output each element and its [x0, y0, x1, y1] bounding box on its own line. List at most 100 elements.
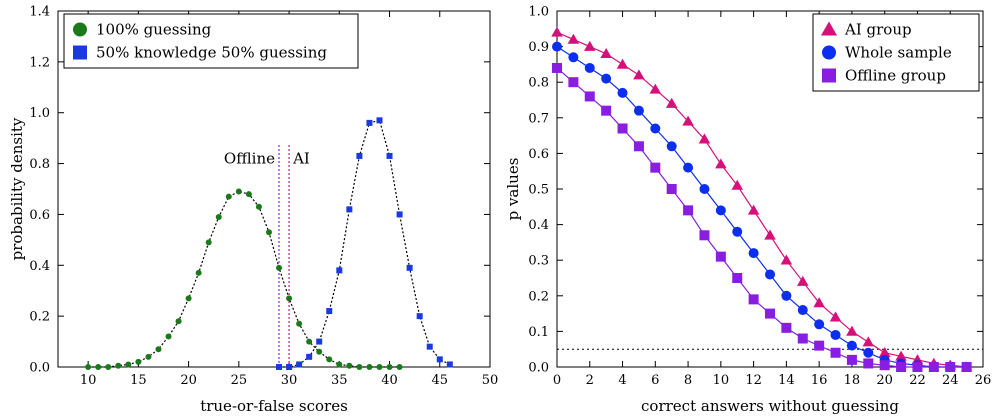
data-point	[165, 333, 172, 340]
data-point	[797, 305, 808, 316]
plot-frame	[57, 10, 491, 368]
data-point	[748, 248, 759, 259]
data-point	[814, 319, 825, 330]
data-point	[276, 264, 283, 271]
data-point	[633, 141, 644, 152]
x-tick-label: 30	[281, 373, 298, 388]
data-point	[568, 52, 579, 63]
data-point	[436, 356, 443, 363]
data-point	[584, 62, 595, 73]
x-tick-label: 16	[811, 373, 828, 388]
data-point	[446, 361, 453, 368]
data-point	[928, 362, 939, 372]
data-point	[416, 313, 423, 320]
data-point	[699, 184, 710, 194]
data-point	[649, 83, 662, 94]
data-point	[386, 152, 393, 159]
y-tick-label: 0.6	[528, 147, 549, 162]
data-point	[633, 105, 644, 116]
data-point	[616, 58, 629, 69]
data-point	[633, 69, 645, 80]
legend-marker	[73, 22, 87, 37]
series-line	[88, 190, 400, 368]
data-point	[715, 205, 726, 216]
y-tick-label: 1.4	[29, 5, 50, 20]
x-tick-label: 25	[231, 373, 248, 388]
y-tick-label: 0.5	[528, 183, 549, 198]
x-tick-label: 12	[745, 373, 762, 388]
legend-marker	[73, 45, 87, 60]
data-point	[396, 211, 403, 218]
legend-marker	[822, 68, 836, 83]
legend-marker	[822, 45, 836, 60]
legend-entry: Offline group	[845, 67, 946, 85]
data-point	[235, 188, 242, 195]
data-point	[846, 354, 857, 365]
data-point	[813, 297, 825, 308]
data-point	[356, 364, 363, 370]
legend-marker	[820, 21, 838, 36]
data-point	[945, 362, 956, 372]
data-point	[286, 364, 293, 370]
data-point	[225, 193, 232, 200]
data-point	[125, 361, 132, 368]
x-axis-label: true-or-false scores	[200, 397, 348, 415]
data-point	[650, 162, 661, 173]
y-tick-label: 0.0	[29, 361, 50, 376]
data-point	[666, 141, 677, 152]
y-tick-label: 0.4	[528, 218, 549, 233]
data-point	[732, 273, 743, 283]
data-point	[781, 290, 792, 301]
data-point	[830, 329, 841, 340]
data-point	[797, 333, 808, 344]
data-point	[780, 254, 793, 265]
data-point	[863, 358, 874, 369]
data-point	[699, 230, 710, 241]
data-point	[85, 364, 92, 370]
data-point	[426, 343, 433, 350]
y-axis-label: probability density	[8, 117, 26, 260]
y-tick-label: 0.2	[29, 310, 50, 325]
data-point	[814, 340, 825, 351]
data-point	[567, 33, 580, 44]
y-tick-label: 0.6	[29, 208, 50, 223]
data-point	[276, 364, 283, 370]
data-point	[878, 347, 891, 358]
x-tick-label: 20	[876, 373, 893, 388]
data-point	[185, 295, 192, 302]
x-tick-label: 45	[431, 373, 448, 388]
y-tick-label: 0.2	[528, 289, 549, 304]
y-tick-label: 0.0	[528, 361, 549, 376]
data-point	[326, 308, 333, 315]
data-point	[601, 105, 612, 116]
data-point	[205, 239, 212, 246]
data-point	[396, 364, 403, 370]
x-tick-label: 35	[331, 373, 348, 388]
series-line	[556, 67, 967, 368]
x-tick-label: 20	[180, 373, 197, 388]
data-point	[829, 311, 842, 322]
data-point	[895, 350, 907, 361]
y-axis-label: p values	[504, 158, 522, 221]
data-point	[336, 267, 343, 274]
x-tick-label: 8	[684, 373, 692, 388]
x-tick-label: 0	[553, 373, 561, 388]
legend-entry: 50% knowledge 50% guessing	[96, 44, 327, 62]
y-tick-label: 1.2	[29, 55, 50, 70]
data-point	[961, 362, 972, 372]
data-point	[366, 364, 373, 370]
data-point	[650, 123, 661, 134]
data-point	[863, 347, 874, 358]
x-tick-label: 40	[381, 373, 398, 388]
y-tick-label: 0.8	[528, 76, 549, 91]
data-point	[215, 213, 222, 220]
legend-entry: Whole sample	[845, 44, 952, 62]
data-point	[683, 205, 694, 216]
data-point	[797, 275, 809, 286]
data-point	[617, 123, 628, 134]
data-point	[336, 361, 343, 368]
data-point	[155, 346, 162, 353]
data-point	[715, 251, 726, 262]
y-tick-label: 1.0	[29, 106, 50, 121]
left-plot-density: 10 15 20 25 30 35 40 45 50 0.0 0.2 0.4 0.6 0.8 1.0 1.2 1…	[8, 5, 498, 416]
